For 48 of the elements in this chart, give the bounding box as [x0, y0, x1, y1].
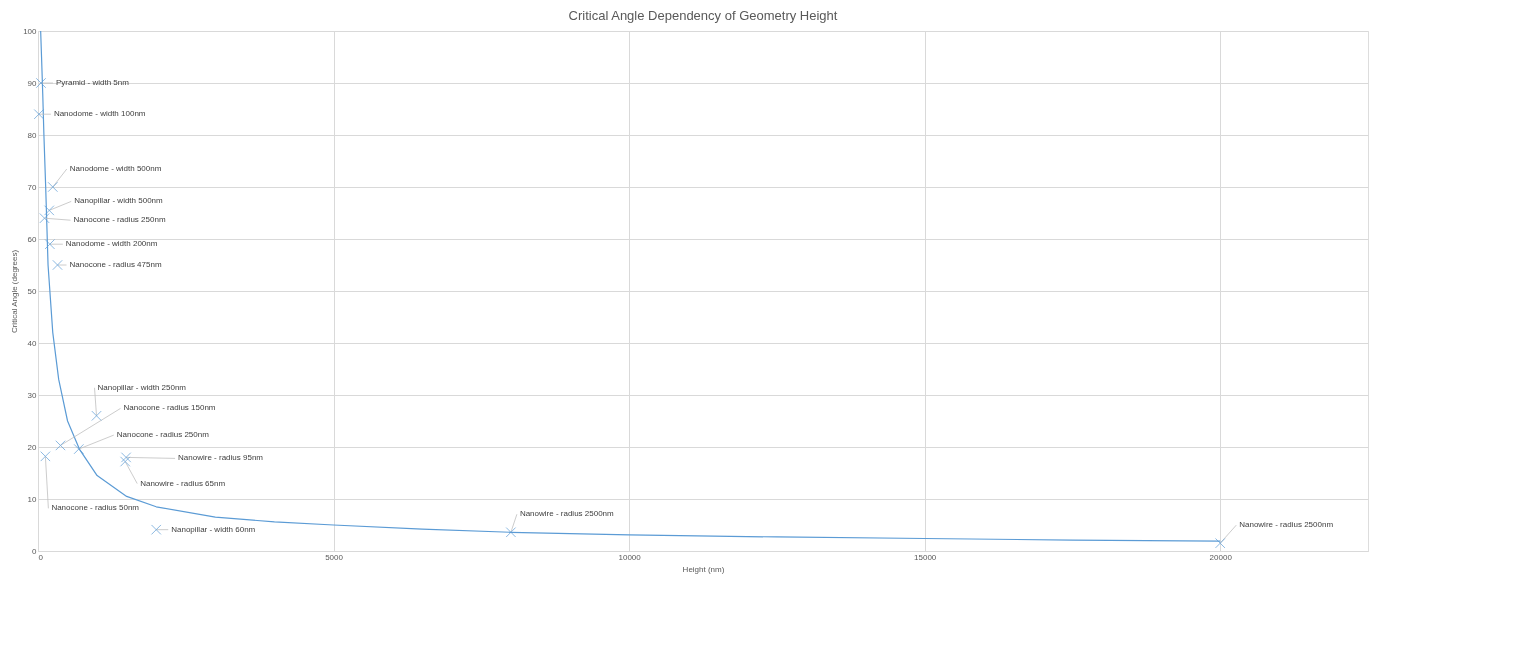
point: [39, 212, 50, 224]
annotation: Nanodome - width 100nm: [53, 109, 146, 119]
point: [505, 527, 517, 538]
point: [120, 452, 132, 463]
point: [52, 259, 63, 271]
y-tick-label: 60: [27, 234, 38, 244]
annotation: Nanocone - radius 250nm: [73, 215, 166, 225]
annotation: Nanocone - radius 250nm: [116, 430, 210, 440]
annotation: Nanodome - width 500nm: [69, 164, 162, 173]
point: [73, 443, 85, 455]
x-tick-label: 20000: [1209, 552, 1233, 562]
annotation: Pyramid - width 5nm: [55, 78, 130, 87]
x-axis-title: Height (nm): [682, 564, 725, 574]
point: [1214, 537, 1226, 549]
point: [33, 108, 45, 120]
annotation: Nanopillar - width 60nm: [171, 524, 256, 534]
y-tick-label: 50: [27, 286, 38, 296]
annotation: Nanopillar - width 500nm: [74, 196, 164, 206]
point: [40, 451, 51, 462]
point: [150, 524, 162, 535]
point: [43, 205, 55, 216]
y-tick-label: 100: [23, 26, 38, 36]
annotation: Nanowire - radius 2500nm: [1239, 520, 1334, 530]
annotation: Nanowire - radius 95nm: [178, 453, 264, 463]
y-axis-title: Critical Angle (degrees): [10, 249, 20, 334]
y-tick-label: 10: [27, 494, 38, 504]
chart-title: Critical Angle Dependency of Geometry Height: [568, 8, 838, 23]
annotation: Nanopillar - width 250nm: [97, 382, 187, 392]
y-tick-label: 30: [27, 390, 38, 400]
x-tick-label: 10000: [618, 552, 642, 562]
point: [47, 181, 59, 193]
y-tick-label: 90: [27, 78, 38, 88]
annotation: Nanowire - radius 2500nm: [519, 509, 615, 519]
y-tick-label: 40: [27, 338, 38, 348]
x-tick-label: 5000: [325, 552, 344, 562]
point: [91, 410, 102, 422]
annotation: Nanowire - radius 65nm: [140, 478, 226, 488]
annotation: Nanodome - width 200nm: [65, 239, 158, 249]
annotation: Nanocone - radius 50nm: [51, 503, 140, 513]
y-tick-label: 70: [27, 182, 38, 192]
point: [44, 238, 56, 250]
point: [119, 456, 131, 467]
point: [55, 440, 66, 451]
x-tick-label: 15000: [914, 552, 937, 562]
y-tick-label: 80: [27, 130, 38, 140]
annotation: Nanocone - radius 150nm: [123, 403, 216, 413]
annotation: Nanocone - radius 475nm: [69, 260, 162, 269]
y-tick-label: 20: [27, 442, 38, 452]
